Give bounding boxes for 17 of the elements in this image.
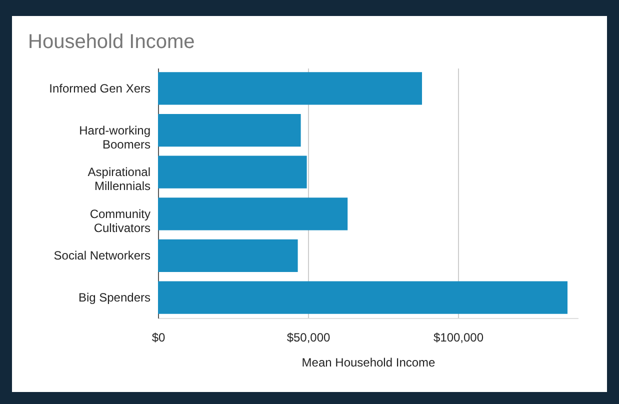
- x-axis-title: Mean Household Income: [302, 356, 436, 370]
- y-tick-label: Social Networkers: [54, 248, 150, 263]
- bar: [158, 239, 298, 272]
- y-tick-label: Aspirational Millennials: [88, 165, 150, 194]
- y-tick-label: Community Cultivators: [90, 206, 150, 235]
- y-tick-label: Informed Gen Xers: [49, 81, 150, 96]
- bar: [158, 72, 422, 105]
- x-tick-label: $100,000: [433, 330, 484, 344]
- bar: [158, 281, 568, 314]
- chart-title: Household Income: [28, 31, 195, 53]
- x-tick-label: $0: [152, 330, 166, 344]
- y-tick-label: Big Spenders: [78, 290, 150, 305]
- bar: [158, 114, 301, 147]
- x-tick-label: $50,000: [286, 330, 331, 344]
- bar: [158, 156, 307, 188]
- bar: [158, 198, 348, 230]
- y-tick-label: Hard-working Boomers: [79, 123, 150, 152]
